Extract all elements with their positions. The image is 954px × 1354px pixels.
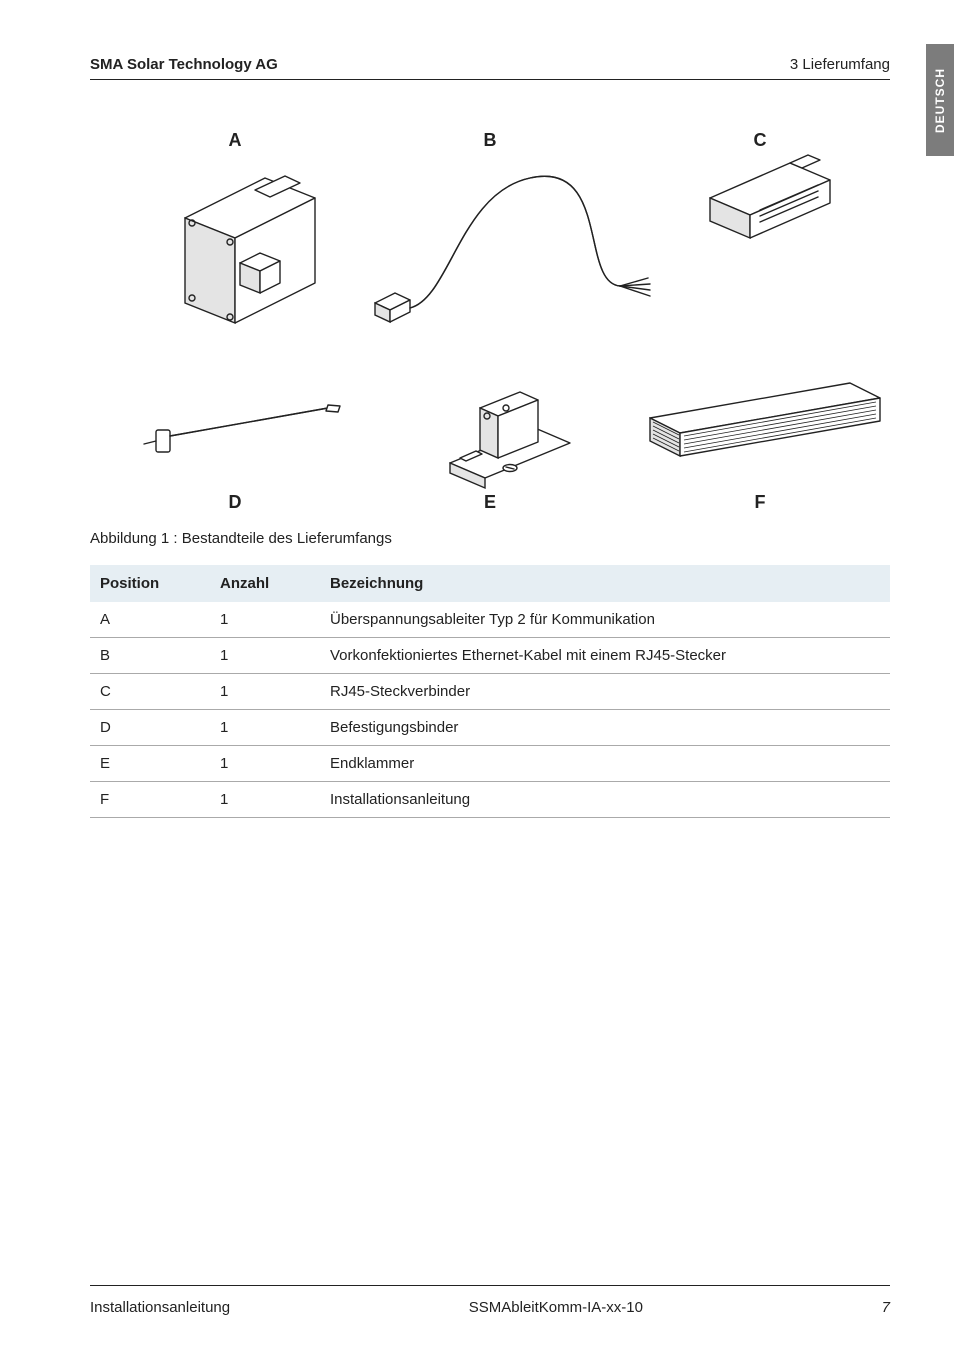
- item-C-icon: [710, 155, 830, 238]
- language-tab: DEUTSCH: [926, 44, 954, 156]
- cell-pos: C: [90, 674, 210, 710]
- footer-page-number: 7: [882, 1299, 890, 1316]
- col-header-desc: Bezeichnung: [320, 565, 890, 602]
- cell-qty: 1: [210, 602, 320, 638]
- cell-desc: Überspannungsableiter Typ 2 für Kommunik…: [320, 602, 890, 638]
- figure-label-F: F: [755, 492, 766, 512]
- figure-caption: Abbildung 1 : Bestandteile des Lieferumf…: [90, 530, 890, 547]
- header-rule: [90, 79, 890, 80]
- item-E-icon: [450, 392, 570, 488]
- cell-desc: Installationsanleitung: [320, 782, 890, 818]
- cell-desc: Endklammer: [320, 746, 890, 782]
- footer-doc-id: SSMAbleitKomm-IA-xx-10: [469, 1299, 643, 1316]
- cell-qty: 1: [210, 746, 320, 782]
- cell-qty: 1: [210, 710, 320, 746]
- figure-label-E: E: [484, 492, 496, 512]
- col-header-qty: Anzahl: [210, 565, 320, 602]
- table-row: D 1 Befestigungsbinder: [90, 710, 890, 746]
- figure-label-C: C: [754, 130, 767, 150]
- cell-pos: A: [90, 602, 210, 638]
- scope-of-delivery-figure: .st { stroke:#222; fill:#fff; stroke-wid…: [90, 108, 890, 518]
- item-F-icon: [650, 383, 880, 456]
- cell-desc: Befestigungsbinder: [320, 710, 890, 746]
- table-row: C 1 RJ45-Steckverbinder: [90, 674, 890, 710]
- page-header: SMA Solar Technology AG 3 Lieferumfang: [90, 56, 890, 73]
- item-D-icon: [144, 405, 340, 452]
- header-section: 3 Lieferumfang: [790, 56, 890, 73]
- cell-pos: F: [90, 782, 210, 818]
- cell-pos: E: [90, 746, 210, 782]
- table-row: E 1 Endklammer: [90, 746, 890, 782]
- footer-doc-type: Installationsanleitung: [90, 1299, 230, 1316]
- table-row: F 1 Installationsanleitung: [90, 782, 890, 818]
- table-row: B 1 Vorkonfektioniertes Ethernet-Kabel m…: [90, 638, 890, 674]
- cell-pos: B: [90, 638, 210, 674]
- figure-label-D: D: [229, 492, 242, 512]
- item-A-icon: [185, 176, 315, 323]
- scope-of-delivery-table: Position Anzahl Bezeichnung A 1 Überspan…: [90, 565, 890, 818]
- figure-label-B: B: [484, 130, 497, 150]
- item-B-icon: [375, 176, 650, 322]
- cell-desc: Vorkonfektioniertes Ethernet-Kabel mit e…: [320, 638, 890, 674]
- cell-pos: D: [90, 710, 210, 746]
- page-footer: Installationsanleitung SSMAbleitKomm-IA-…: [90, 1299, 890, 1316]
- footer-rule: [90, 1285, 890, 1286]
- cell-qty: 1: [210, 674, 320, 710]
- col-header-position: Position: [90, 565, 210, 602]
- figure-label-A: A: [229, 130, 242, 150]
- cell-qty: 1: [210, 782, 320, 818]
- header-company: SMA Solar Technology AG: [90, 56, 278, 73]
- cell-qty: 1: [210, 638, 320, 674]
- table-row: A 1 Überspannungsableiter Typ 2 für Komm…: [90, 602, 890, 638]
- cell-desc: RJ45-Steckverbinder: [320, 674, 890, 710]
